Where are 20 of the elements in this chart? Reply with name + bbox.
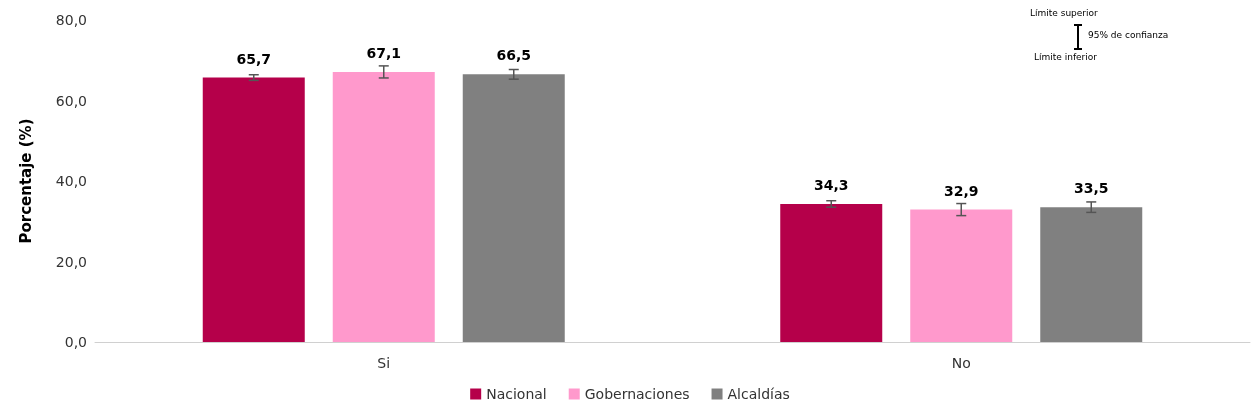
annotation: 95% de confianza <box>1088 30 1169 40</box>
legend-label: Nacional <box>486 386 547 402</box>
data-label: 32,9 <box>943 182 979 199</box>
y-tick-label: 40,0 <box>55 173 87 189</box>
x-tick-label: Si <box>377 355 391 371</box>
y-tick-label: 60,0 <box>55 92 87 109</box>
data-label: 33,5 <box>1073 180 1109 197</box>
y-tick-label: 80,0 <box>55 12 87 28</box>
data-label: 34,3 <box>813 176 849 193</box>
data-label: 67,1 <box>366 44 402 61</box>
x-tick-label: No <box>951 355 971 371</box>
data-label: 66,5 <box>496 47 532 64</box>
text: Límite superior <box>1030 8 1098 18</box>
data-label: 65,7 <box>236 50 272 67</box>
y-tick-label: 20,0 <box>55 253 87 270</box>
legend-label: Alcaldías <box>727 386 790 402</box>
y-axis-title: Porcentaje (%) <box>16 118 35 244</box>
legend-label: Gobernaciones <box>584 386 690 402</box>
annotation: Límite inferior <box>1034 52 1098 62</box>
y-tick-label: 0,0 <box>64 334 87 350</box>
